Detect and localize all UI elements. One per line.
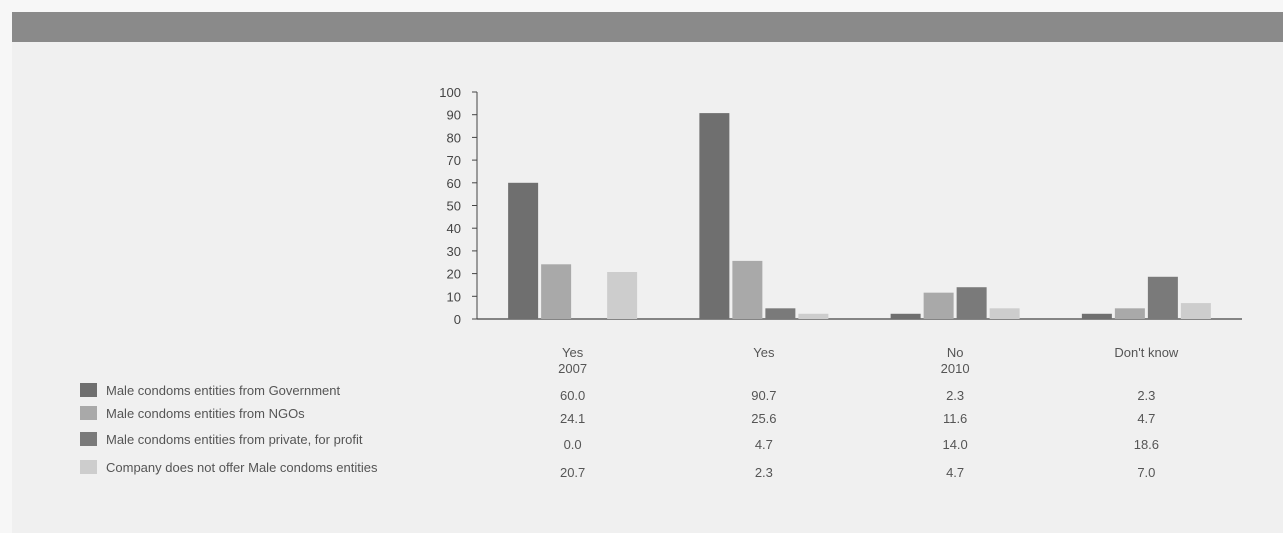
table-cell: 14.0 — [942, 437, 968, 452]
bar — [699, 113, 730, 320]
bar — [923, 292, 954, 319]
x-tick-label: Yes 2007 — [503, 345, 643, 377]
bar — [607, 272, 638, 319]
table-cell: 4.7 — [1137, 411, 1156, 426]
bar — [1180, 303, 1211, 319]
bar — [798, 313, 829, 319]
legend-label: Male condoms entities from NGOs — [106, 405, 305, 421]
x-tick-label-primary: Yes — [753, 345, 775, 360]
legend-item: Male condoms entities from NGOs — [80, 404, 305, 422]
y-tick-label: 50 — [447, 199, 461, 214]
y-tick-label: 30 — [447, 244, 461, 259]
legend-swatch — [80, 406, 97, 420]
x-tick-label-primary: Don't know — [1114, 345, 1179, 360]
chart-panel — [12, 42, 1283, 533]
x-tick-label-primary: No — [946, 345, 964, 360]
table-cell: 24.1 — [559, 411, 586, 426]
table-cell: 7.0 — [1137, 465, 1156, 480]
y-tick-label: 20 — [447, 267, 461, 282]
x-tick-label-year: 2010 — [940, 361, 970, 376]
legend-item: Male condoms entities from private, for … — [80, 430, 363, 448]
table-cell: 2.3 — [946, 388, 965, 403]
legend-item: Male condoms entities from Government — [80, 381, 340, 399]
bar — [541, 264, 572, 319]
table-cell: 0.0 — [563, 437, 582, 452]
x-tick-label: Don't know — [1076, 345, 1216, 361]
header-bar — [12, 12, 1283, 42]
y-tick-label: 90 — [447, 108, 461, 123]
table-cell: 18.6 — [1133, 437, 1160, 452]
y-tick-label: 80 — [447, 130, 461, 145]
bar — [732, 260, 763, 319]
legend-swatch — [80, 460, 97, 474]
bar — [1147, 276, 1178, 319]
y-tick-label: 40 — [447, 221, 461, 236]
table-cell: 60.0 — [559, 388, 586, 403]
bar — [890, 313, 921, 319]
table-cell: 2.3 — [1137, 388, 1156, 403]
legend-label: Company does not offer Male condoms enti… — [106, 459, 378, 475]
table-cell: 4.7 — [754, 437, 773, 452]
y-tick-label: 0 — [454, 312, 461, 327]
bar — [956, 287, 987, 319]
bar — [508, 182, 539, 319]
x-tick-label: Yes — [694, 345, 834, 361]
legend-label: Male condoms entities from private, for … — [106, 431, 363, 447]
table-cell: 4.7 — [946, 465, 965, 480]
bar — [1114, 308, 1145, 319]
x-tick-label-year: 2007 — [558, 361, 588, 376]
bar — [765, 308, 796, 319]
bar — [1081, 313, 1112, 319]
legend-swatch — [80, 383, 97, 397]
legend-label: Male condoms entities from Government — [106, 382, 341, 398]
table-cell: 90.7 — [751, 388, 777, 403]
table-cell: 20.7 — [559, 465, 586, 480]
y-tick-label: 100 — [439, 85, 461, 100]
y-tick-label: 10 — [447, 289, 461, 304]
x-tick-label: No 2010 — [885, 345, 1025, 377]
table-cell: 25.6 — [751, 411, 777, 426]
y-tick-label: 60 — [447, 176, 461, 191]
legend-item: Company does not offer Male condoms enti… — [80, 458, 377, 476]
bar — [989, 308, 1020, 319]
table-cell: 11.6 — [942, 411, 968, 426]
table-cell: 2.3 — [754, 465, 773, 480]
legend-swatch — [80, 432, 97, 446]
y-tick-label: 70 — [447, 153, 461, 168]
x-tick-label-primary: Yes — [562, 345, 584, 360]
